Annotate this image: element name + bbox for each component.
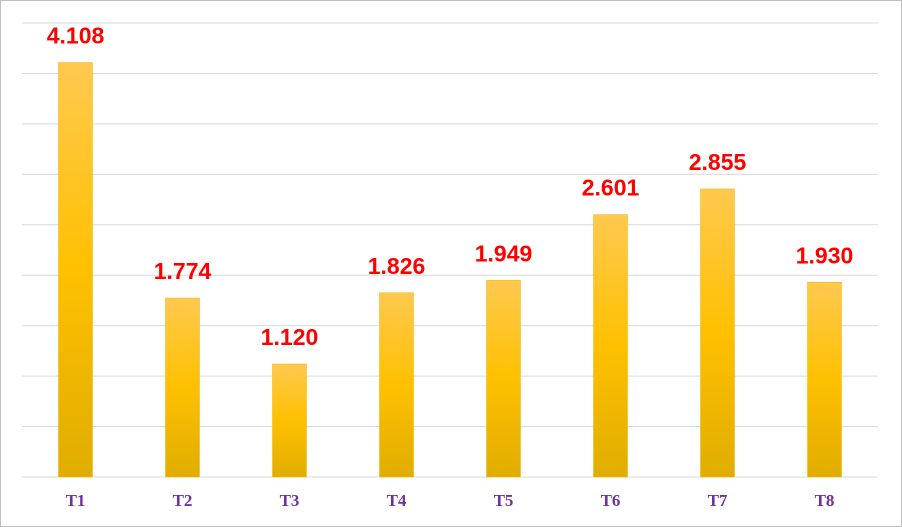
x-tick-label: T8 — [815, 491, 835, 510]
bar — [165, 297, 200, 478]
x-tick-label: T2 — [173, 491, 193, 510]
data-label: 1.949 — [475, 240, 533, 266]
x-tick-label: T7 — [708, 491, 728, 510]
bar — [58, 62, 93, 478]
x-tick-label: T3 — [280, 491, 300, 510]
data-label: 2.601 — [582, 175, 640, 201]
x-tick-label: T5 — [494, 491, 514, 510]
data-label: 1.774 — [154, 258, 212, 284]
x-tick-label: T6 — [601, 491, 621, 510]
bar — [379, 292, 414, 478]
data-label: 2.855 — [689, 149, 747, 175]
data-label: 1.930 — [796, 242, 854, 268]
bar — [593, 214, 628, 478]
bar — [700, 188, 735, 478]
bar — [272, 363, 307, 478]
x-tick-label: T1 — [66, 491, 86, 510]
x-tick-label: T4 — [387, 491, 407, 510]
data-label: 1.120 — [261, 324, 319, 350]
bar — [807, 282, 842, 478]
data-label: 1.826 — [368, 253, 426, 279]
bar — [486, 280, 521, 478]
data-label: 4.108 — [47, 23, 105, 49]
